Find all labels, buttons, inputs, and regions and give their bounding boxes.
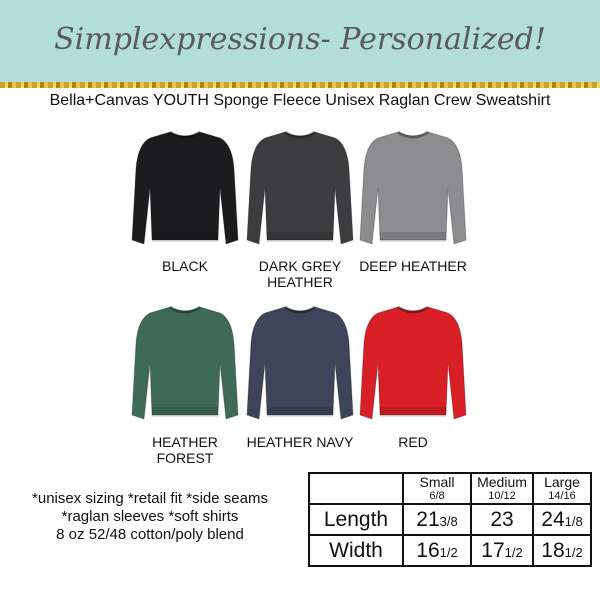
sweatshirt-dark-grey-heather [245,128,355,258]
color-label: DARK GREY HEATHER [258,258,342,290]
sweatshirt-heather-navy [245,303,355,433]
size-chart: Small 6/8 Medium 10/12 Large 14/16 Length 2… [308,472,592,567]
sweatshirt-red [358,303,468,433]
product-title: Bella+Canvas YOUTH Sponge Fleece Unisex … [49,92,551,109]
feature-line: *raglan sleeves *soft shirts [61,508,239,525]
width-row: Width 161/2 171/2 181/2 [308,534,592,567]
size-header-row: Small 6/8 Medium 10/12 Large 14/16 [308,472,592,505]
length-row: Length 213/8 23 241/8 [308,503,592,536]
features-list: *unisex sizing *retail fit *side seams *… [0,490,300,544]
sweatshirt-black [130,128,240,258]
size-medium: Medium 10/12 [470,472,534,505]
sweatshirt-deep-heather [358,128,468,258]
color-label: HEATHER FOREST [152,434,218,466]
brand-title: Simplexpressions- Personalized! [54,22,546,57]
header-banner [0,0,600,82]
color-label: DEEP HEATHER [359,258,467,274]
gold-glitter-strip [0,82,600,88]
sweatshirt-heather-forest [130,303,240,433]
color-label: RED [398,434,428,450]
size-large: Large 14/16 [532,472,592,505]
size-small: Small 6/8 [402,472,472,505]
color-label: HEATHER NAVY [246,434,354,450]
color-label: BLACK [162,258,208,274]
feature-line: 8 oz 52/48 cotton/poly blend [56,526,244,543]
feature-line: *unisex sizing *retail fit *side seams [32,490,268,507]
